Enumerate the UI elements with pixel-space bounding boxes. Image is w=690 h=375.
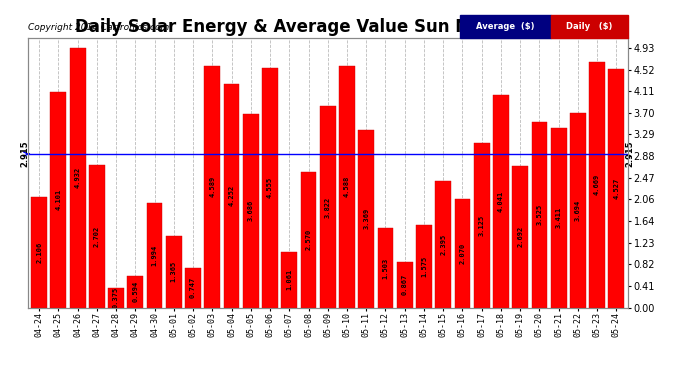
Text: 3.686: 3.686 — [248, 200, 254, 221]
Text: 4.252: 4.252 — [228, 185, 235, 206]
Bar — [474, 143, 490, 308]
Text: 2.106: 2.106 — [36, 242, 42, 263]
Text: 3.411: 3.411 — [555, 207, 562, 228]
Text: 4.527: 4.527 — [613, 178, 620, 199]
Text: 2.570: 2.570 — [306, 229, 311, 251]
Bar — [551, 128, 566, 308]
Text: 1.365: 1.365 — [171, 261, 177, 282]
Bar — [262, 68, 278, 308]
Text: 1.061: 1.061 — [286, 269, 293, 290]
Bar — [185, 268, 201, 308]
Text: Copyright 2014 Cartronics.com: Copyright 2014 Cartronics.com — [28, 23, 169, 32]
Text: Average  ($): Average ($) — [476, 22, 535, 31]
Bar — [89, 165, 105, 308]
Bar — [512, 166, 528, 308]
Text: 4.669: 4.669 — [594, 174, 600, 195]
Bar — [166, 236, 181, 308]
Bar — [397, 262, 413, 308]
Text: 0.747: 0.747 — [190, 277, 196, 298]
Text: 2.915: 2.915 — [626, 141, 635, 167]
Text: 4.101: 4.101 — [55, 189, 61, 210]
Bar — [339, 66, 355, 308]
Bar — [455, 198, 471, 308]
Bar — [70, 48, 86, 308]
Text: 2.070: 2.070 — [460, 242, 466, 264]
Bar — [358, 130, 374, 308]
Text: 2.395: 2.395 — [440, 234, 446, 255]
Text: 1.994: 1.994 — [152, 244, 157, 266]
Bar — [282, 252, 297, 308]
Bar — [147, 202, 162, 308]
Bar — [301, 172, 317, 308]
Bar — [224, 84, 239, 308]
Text: 4.588: 4.588 — [344, 176, 350, 197]
Bar — [204, 66, 220, 308]
Bar — [435, 182, 451, 308]
Text: 0.867: 0.867 — [402, 274, 408, 295]
Text: 3.822: 3.822 — [325, 196, 331, 217]
Bar — [531, 122, 547, 308]
Text: 0.375: 0.375 — [113, 287, 119, 308]
Text: 1.575: 1.575 — [421, 255, 427, 277]
Bar — [609, 69, 624, 308]
Text: Daily   ($): Daily ($) — [566, 22, 613, 31]
Bar — [50, 92, 66, 308]
Bar — [416, 225, 432, 308]
Bar — [31, 196, 47, 308]
Text: 4.041: 4.041 — [498, 190, 504, 212]
Bar — [320, 106, 335, 308]
Text: 2.702: 2.702 — [94, 226, 100, 247]
Bar — [128, 276, 144, 308]
Bar — [460, 15, 551, 38]
Text: 4.589: 4.589 — [209, 176, 215, 197]
Text: 4.555: 4.555 — [267, 177, 273, 198]
Title: Daily Solar Energy & Average Value Sun May 25 05:24: Daily Solar Energy & Average Value Sun M… — [75, 18, 580, 36]
Bar — [570, 113, 586, 308]
Text: 0.594: 0.594 — [132, 281, 139, 303]
Text: 1.503: 1.503 — [382, 257, 388, 279]
Text: 4.932: 4.932 — [75, 167, 81, 188]
Text: 2.692: 2.692 — [517, 226, 523, 247]
Bar — [493, 95, 509, 308]
Text: 2.915: 2.915 — [21, 141, 30, 167]
Bar — [589, 62, 605, 308]
Text: 3.694: 3.694 — [575, 200, 581, 221]
Bar — [108, 288, 124, 308]
Text: 3.525: 3.525 — [536, 204, 542, 225]
Bar — [551, 15, 628, 38]
Text: 3.125: 3.125 — [479, 214, 484, 236]
Bar — [243, 114, 259, 308]
Bar — [377, 228, 393, 308]
Text: 3.369: 3.369 — [363, 208, 369, 230]
